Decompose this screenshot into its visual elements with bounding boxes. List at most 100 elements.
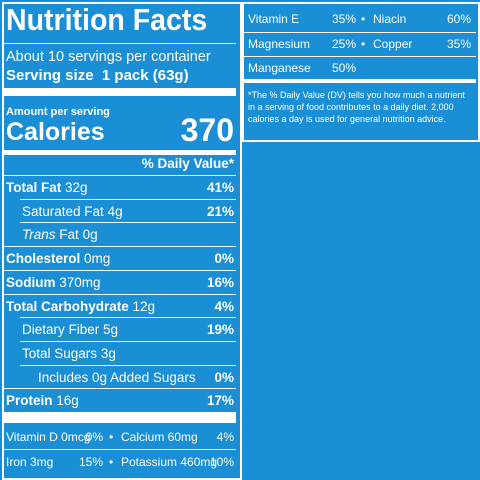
left-panel [2, 2, 242, 480]
thick-rule [4, 88, 236, 96]
rule [4, 43, 236, 44]
servings: About 10 servings per container [6, 49, 211, 65]
nutrient-row: Saturated Fat 4g 21% [6, 200, 234, 223]
micro-dv: 60% [446, 12, 471, 26]
nutrient-text: Sodium 370mg [6, 275, 101, 290]
micro-dv: 0% [85, 430, 103, 444]
nutrient-name: Includes 0g Added Sugars [38, 369, 196, 385]
nutrient-amount: 4g [107, 203, 123, 219]
nutrient-text: Total Carbohydrate 12g [6, 299, 155, 314]
rule [4, 449, 236, 450]
nutrient-name: Total Carbohydrate [6, 298, 129, 314]
rule [20, 198, 236, 200]
nutrient-text: Cholesterol 0mg [6, 251, 110, 266]
nutrient-row: Total Fat 32g 41% [6, 176, 234, 199]
nutrient-name: Total Sugars [22, 345, 98, 361]
nutrient-name: Protein [6, 393, 53, 409]
micro-dv: 25% [331, 37, 356, 51]
bullet: • [361, 37, 366, 51]
nutrient-row: Includes 0g Added Sugars 0% [6, 366, 234, 389]
micro-name: Iron 3mg [6, 455, 54, 469]
nutrient-row: Trans Fat 0g [6, 223, 234, 246]
dv-header: % Daily Value* [141, 156, 234, 171]
micro-dv: 15% [78, 455, 103, 469]
serving-amount: 1 pack (63g) [101, 67, 189, 84]
nutrient-name: Cholesterol [6, 251, 81, 267]
rule [20, 340, 236, 342]
micro-name: Potassium 460mg [121, 455, 218, 469]
title: Nutrition Facts [6, 2, 208, 37]
nutrient-text: Total Sugars 3g [22, 346, 116, 361]
thick-rule [244, 79, 476, 83]
nutrient-text: Includes 0g Added Sugars [38, 370, 196, 385]
rule [4, 175, 236, 176]
nutrient-text: Dietary Fiber 5g [22, 322, 118, 337]
micro-dv: 35% [331, 12, 356, 26]
rule [4, 246, 236, 248]
nutrient-dv: 19% [206, 322, 234, 338]
nutrient-amount: 32g [65, 180, 88, 195]
nutrient-dv: 0% [214, 369, 234, 385]
nutrient-row: Dietary Fiber 5g 19% [6, 318, 234, 341]
amount-label: Amount per serving [6, 106, 110, 118]
nutrient-text: Saturated Fat 4g [22, 204, 123, 219]
nutrient-name: Total Fat [6, 180, 62, 195]
nutrient-dv: 17% [206, 393, 234, 409]
thick-rule [4, 412, 236, 423]
nutrient-amount: 16g [56, 393, 79, 409]
nutrient-amount: 3g [100, 345, 116, 361]
nutrient-amount: 0mg [84, 251, 111, 267]
calories-label: Calories [6, 118, 105, 146]
bullet: • [109, 430, 114, 444]
rule [20, 364, 236, 366]
micro-name: Copper [373, 37, 413, 51]
rule [244, 32, 476, 33]
bullet: • [109, 455, 114, 469]
bullet: • [361, 12, 366, 26]
nutrient-amount: 5g [103, 322, 119, 338]
micro-name: Niacin [373, 12, 407, 26]
calories-value: 370 [180, 112, 234, 148]
nutrient-text: Protein 16g [6, 393, 79, 408]
right-panel [242, 2, 480, 142]
rule [4, 293, 236, 295]
nutrient-row: Protein 16g 17% [6, 389, 234, 412]
nutrient-name: Sodium [6, 274, 56, 290]
micro-dv: 4% [216, 430, 234, 444]
footnote: *The % Daily Value (DV) tells you how mu… [248, 90, 465, 124]
nutrient-row: Total Carbohydrate 12g 4% [6, 295, 234, 318]
nutrient-dv: 41% [206, 180, 234, 195]
nutrient-dv: 21% [206, 203, 234, 219]
rule [4, 388, 236, 390]
micro-name: Vitamin E [248, 12, 300, 26]
micro-name: Manganese [248, 61, 311, 75]
nutrient-name-italic: Trans [22, 227, 56, 243]
medium-rule [4, 150, 236, 155]
nutrient-amount: 0g [82, 227, 98, 243]
nutrient-text: Trans Fat 0g [22, 227, 98, 242]
nutrient-row: Total Sugars 3g [6, 342, 234, 365]
nutrient-text: Total Fat 32g [6, 180, 88, 195]
serving-label: Serving size [6, 67, 94, 84]
nutrient-amount: 370mg [59, 274, 101, 290]
nutrient-name: Saturated Fat [22, 203, 104, 219]
nutrient-row: Cholesterol 0mg 0% [6, 247, 234, 270]
nutrient-row: Sodium 370mg 16% [6, 271, 234, 294]
micro-dv: 35% [446, 37, 471, 51]
rule [20, 222, 236, 224]
nutrient-name: Fat [59, 227, 79, 243]
rule [20, 317, 236, 319]
rule [4, 269, 236, 271]
micro-name: Magnesium [248, 37, 311, 51]
rule [244, 56, 476, 57]
nutrient-dv: 4% [214, 298, 234, 314]
nutrient-dv: 0% [214, 251, 234, 267]
micro-name: Calcium 60mg [121, 430, 198, 444]
micro-dv: 10% [209, 455, 234, 469]
micro-dv: 50% [331, 61, 356, 75]
nutrient-amount: 12g [132, 298, 156, 314]
serving-size: Serving size 1 pack (63g) [6, 67, 189, 84]
nutrient-name: Dietary Fiber [22, 322, 100, 338]
nutrient-dv: 16% [206, 274, 234, 290]
